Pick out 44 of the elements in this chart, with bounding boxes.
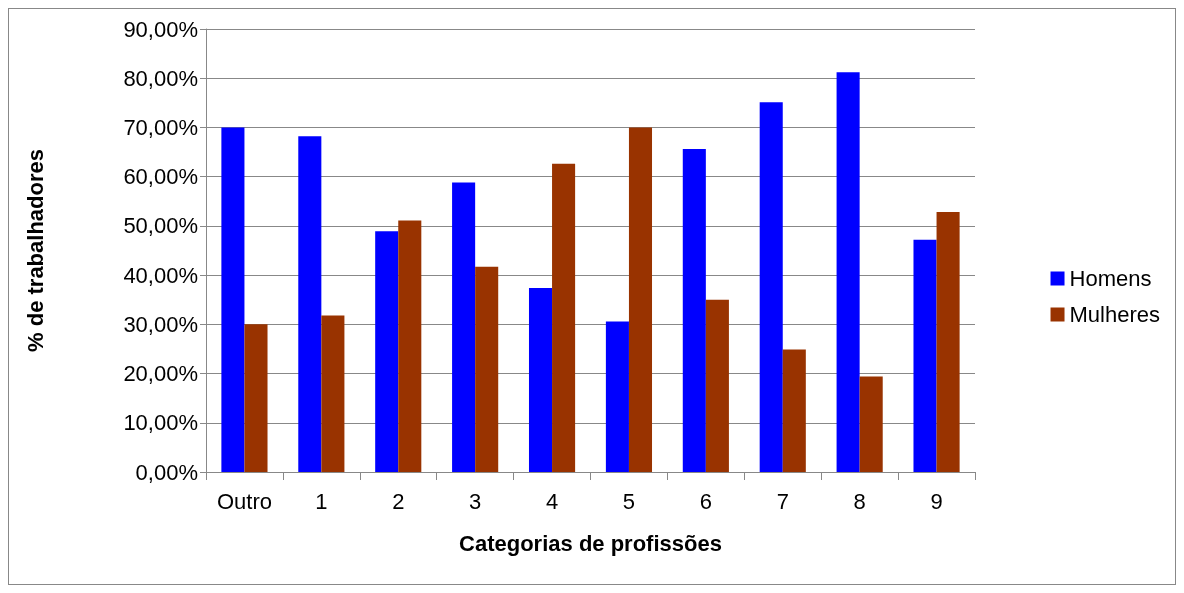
x-tick-label: 2 [392,488,405,514]
x-tick-label: 3 [469,488,482,514]
bar [298,136,322,472]
y-tick-label: 60,00% [123,164,198,190]
x-tick-label: Outro [216,488,272,514]
x-tick-label: 4 [545,488,559,514]
bar [936,212,960,472]
bar [398,220,422,472]
bar [605,321,629,472]
y-tick-label: 70,00% [123,114,198,140]
x-tick-label: 8 [853,488,866,514]
bar [375,231,399,472]
y-tick-label: 90,00% [123,16,198,42]
x-tick-label: 1 [315,488,328,514]
y-tick-label: 20,00% [123,361,198,387]
legend-label: Homens [1069,266,1152,291]
x-tick-label: 5 [622,488,636,514]
x-tick-label: 6 [699,488,712,514]
x-axis-title: Categorias de profissões [459,530,722,556]
bar [321,315,345,472]
bar [552,163,576,472]
bar [682,149,706,472]
y-axis-title: % de trabalhadores [22,149,48,352]
bar [528,287,553,472]
y-tick-label: 80,00% [123,65,198,91]
bar [836,72,860,472]
bar [859,376,883,472]
bar [913,239,937,472]
y-tick-label: 0,00% [135,459,198,485]
y-tick-label: 10,00% [123,410,198,436]
x-tick-label: 7 [776,488,789,514]
bar [221,127,245,472]
y-tick-label: 30,00% [123,311,198,337]
bar [452,182,476,472]
y-tick-label: 40,00% [123,262,198,288]
bar [628,127,653,472]
x-tick-label: 9 [930,488,943,514]
y-tick-label: 50,00% [123,213,198,239]
bar [244,324,268,472]
legend-label: Mulheres [1069,302,1160,327]
bar [782,349,806,472]
bar [705,299,729,472]
bar [475,266,499,472]
bar [759,102,783,472]
